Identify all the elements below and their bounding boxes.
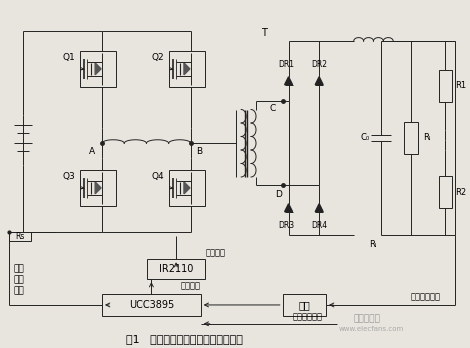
Text: Q1: Q1 — [63, 53, 75, 62]
Text: C₀: C₀ — [360, 133, 369, 142]
Text: D: D — [275, 190, 282, 199]
Polygon shape — [95, 182, 101, 194]
Text: DR3: DR3 — [279, 221, 295, 230]
Text: Q3: Q3 — [63, 172, 75, 181]
Bar — [169, 170, 205, 206]
Polygon shape — [315, 77, 323, 85]
Bar — [439, 70, 453, 102]
Text: Rs: Rs — [16, 232, 25, 241]
Polygon shape — [184, 182, 190, 194]
Bar — [148, 259, 205, 279]
Polygon shape — [315, 204, 323, 212]
Text: 电压反馈信号: 电压反馈信号 — [411, 293, 441, 301]
Polygon shape — [95, 63, 101, 75]
Text: DR4: DR4 — [311, 221, 327, 230]
Text: Q2: Q2 — [152, 53, 164, 62]
Text: 电子发烧友: 电子发烧友 — [353, 314, 380, 323]
Bar — [439, 176, 453, 208]
Text: Rₗ: Rₗ — [369, 240, 376, 249]
Text: 移相信号: 移相信号 — [181, 282, 201, 291]
Bar — [282, 294, 326, 316]
Text: DR2: DR2 — [311, 61, 327, 69]
Bar — [80, 170, 116, 206]
Text: 过流: 过流 — [14, 265, 24, 274]
Text: 图1   移相式全桥电源控制器的设计图: 图1 移相式全桥电源控制器的设计图 — [125, 334, 243, 344]
Text: 光耦: 光耦 — [298, 300, 310, 310]
Text: www.elecfans.com: www.elecfans.com — [339, 326, 404, 332]
Bar — [9, 231, 31, 242]
Text: 保护: 保护 — [14, 276, 24, 285]
Text: R1: R1 — [455, 81, 467, 90]
Polygon shape — [184, 63, 190, 75]
Text: 信号: 信号 — [14, 286, 24, 295]
Bar — [169, 51, 205, 87]
Text: UCC3895: UCC3895 — [129, 300, 174, 310]
Text: C: C — [270, 104, 276, 113]
Text: R2: R2 — [455, 188, 467, 197]
Text: Rₗ: Rₗ — [423, 133, 430, 142]
Text: 驱动信号: 驱动信号 — [206, 248, 226, 257]
Bar — [404, 122, 418, 154]
Bar — [102, 294, 201, 316]
Text: T: T — [261, 28, 267, 38]
Text: 电压给定信号: 电压给定信号 — [292, 313, 322, 321]
Text: DR1: DR1 — [279, 61, 295, 69]
Text: Q4: Q4 — [152, 172, 164, 181]
Text: B: B — [196, 147, 202, 156]
Text: IR2110: IR2110 — [159, 264, 193, 274]
Bar — [80, 51, 116, 87]
Polygon shape — [285, 204, 292, 212]
Polygon shape — [285, 77, 292, 85]
Text: A: A — [89, 147, 95, 156]
